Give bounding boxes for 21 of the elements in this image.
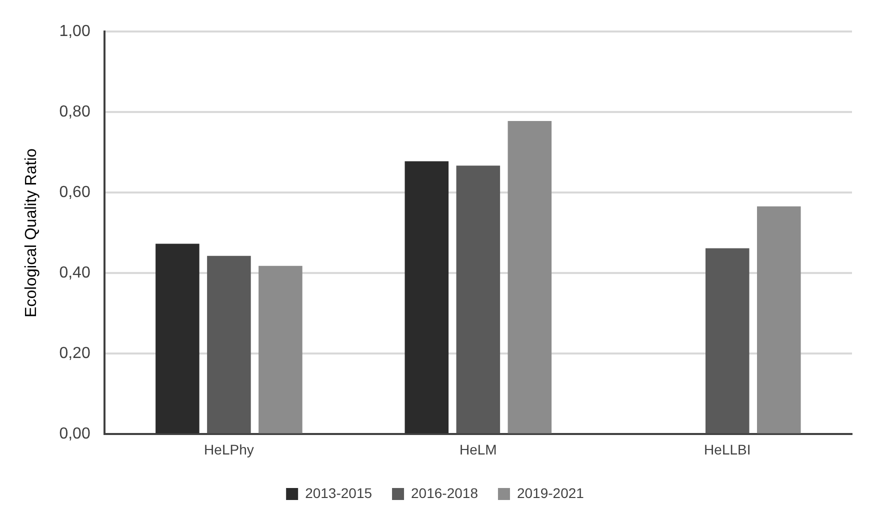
y-tick-label: 1,00 — [59, 23, 90, 40]
x-tick-label: HeLLBI — [704, 441, 751, 458]
y-tick-label: 0,20 — [59, 345, 90, 362]
y-tick-label: 0,60 — [59, 184, 90, 202]
bar — [404, 161, 449, 434]
y-tick-label: 0,80 — [59, 104, 90, 121]
y-tick-label: 0,00 — [59, 426, 90, 443]
y-tick-label: 0,40 — [59, 264, 90, 282]
bar — [156, 244, 200, 434]
bar — [207, 256, 251, 434]
bar — [258, 266, 302, 434]
bar — [706, 248, 750, 434]
x-tick-label: HeLM — [459, 441, 497, 458]
bar — [757, 206, 801, 434]
legend-label: 2013-2015 — [305, 484, 372, 501]
legend-label: 2019-2021 — [516, 484, 584, 501]
x-tick-label: HeLPhy — [204, 441, 254, 458]
bar — [456, 166, 500, 434]
legend-label: 2016-2018 — [411, 484, 478, 501]
y-axis-title: Ecological Quality Ratio — [23, 148, 40, 318]
bar — [508, 120, 552, 434]
